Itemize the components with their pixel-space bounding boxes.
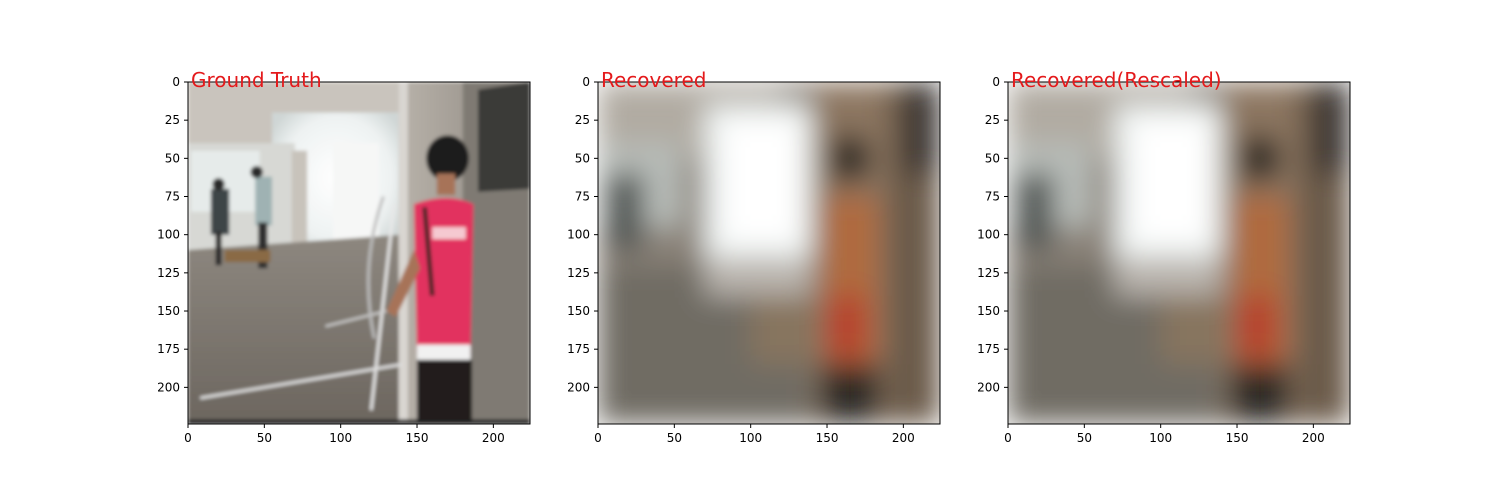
y-tick-label: 175 [157, 342, 180, 356]
panel-title-1: Ground Truth [191, 68, 322, 92]
panel-image-1 [188, 82, 530, 424]
x-tick-label: 0 [184, 431, 192, 445]
panel-image-3 [1008, 82, 1350, 424]
y-tick-label: 25 [985, 113, 1000, 127]
x-tick-label: 100 [329, 431, 352, 445]
y-tick-label: 125 [157, 266, 180, 280]
y-tick-label: 175 [977, 342, 1000, 356]
image-panel-2: 0 50 100 150 200 0 25 50 75 100 125 150 175 200 Recove… [567, 68, 941, 445]
y-tick-label: 125 [977, 266, 1000, 280]
y-tick-label: 200 [977, 380, 1000, 394]
x-tick-label: 200 [892, 431, 915, 445]
x-tick-label: 100 [739, 431, 762, 445]
y-tick-label: 75 [165, 190, 180, 204]
y-tick-label: 125 [567, 266, 590, 280]
image-panel-1: 0 50 100 150 200 0 25 50 75 100 125 150 175 200 Ground… [157, 68, 531, 445]
y-tick-label: 150 [567, 304, 590, 318]
y-tick-label: 200 [567, 380, 590, 394]
y-tick-label: 100 [977, 228, 1000, 242]
x-tick-label: 150 [406, 431, 429, 445]
y-tick-label: 100 [567, 228, 590, 242]
y-tick-label: 50 [165, 151, 180, 165]
x-tick-label: 150 [1226, 431, 1249, 445]
y-tick-label: 50 [575, 151, 590, 165]
x-tick-label: 100 [1149, 431, 1172, 445]
x-tick-label: 0 [1004, 431, 1012, 445]
y-tick-label: 25 [165, 113, 180, 127]
x-tick-label: 150 [816, 431, 839, 445]
axes-frame-3 [1007, 81, 1351, 425]
image-panel-3: 0 50 100 150 200 0 25 50 75 100 125 150 175 200 Recove… [977, 68, 1351, 445]
x-tick-label: 50 [1077, 431, 1092, 445]
y-tick-label: 75 [575, 190, 590, 204]
x-tick-label: 200 [482, 431, 505, 445]
y-tick-label: 150 [977, 304, 1000, 318]
y-tick-label: 175 [567, 342, 590, 356]
axes-frame-1 [187, 81, 531, 425]
x-tick-label: 50 [257, 431, 272, 445]
y-tick-label: 0 [172, 75, 180, 89]
panel-title-3: Recovered(Rescaled) [1011, 68, 1222, 92]
y-tick-label: 50 [985, 151, 1000, 165]
y-tick-label: 200 [157, 380, 180, 394]
panel-image-2 [598, 82, 940, 424]
y-tick-label: 75 [985, 190, 1000, 204]
y-tick-label: 100 [157, 228, 180, 242]
x-tick-label: 50 [667, 431, 682, 445]
y-tick-label: 0 [582, 75, 590, 89]
axes-frame-2 [597, 81, 941, 425]
x-tick-label: 200 [1302, 431, 1325, 445]
x-tick-label: 0 [594, 431, 602, 445]
panel-title-2: Recovered [601, 68, 706, 92]
y-tick-label: 150 [157, 304, 180, 318]
y-tick-label: 25 [575, 113, 590, 127]
y-tick-label: 0 [992, 75, 1000, 89]
